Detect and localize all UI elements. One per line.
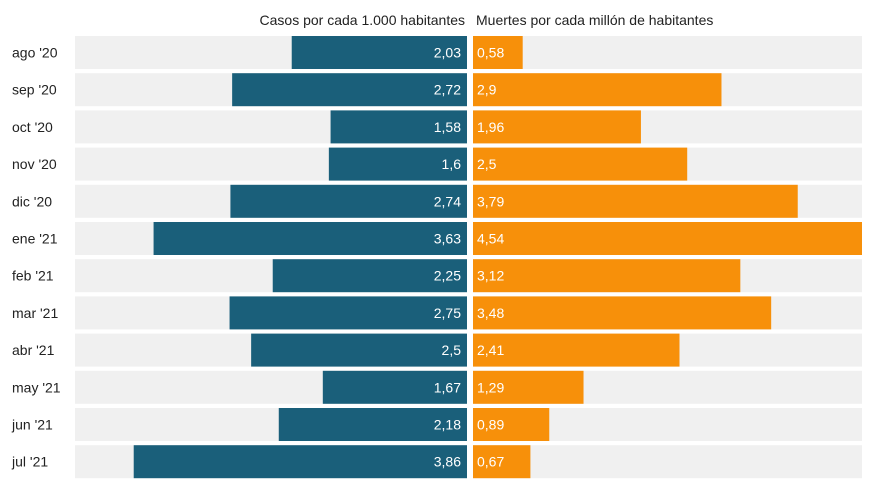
bar-casos <box>153 222 467 255</box>
bar-muertes <box>473 184 798 218</box>
bar-casos <box>232 73 467 107</box>
category-label: jun '21 <box>11 417 53 433</box>
data-label-muertes: 3,12 <box>477 268 504 284</box>
data-label-casos: 2,74 <box>434 193 461 209</box>
series-right-title: Muertes por cada millón de habitantes <box>476 12 714 28</box>
bar-muertes <box>473 147 688 181</box>
data-label-casos: 2,72 <box>434 82 461 98</box>
data-label-casos: 1,58 <box>434 119 461 135</box>
data-label-muertes: 0,58 <box>477 45 504 61</box>
bar-casos <box>328 147 467 181</box>
bar-muertes <box>473 73 722 107</box>
data-label-muertes: 3,48 <box>477 305 504 321</box>
bar-muertes <box>473 408 550 441</box>
data-label-muertes: 2,41 <box>477 342 504 358</box>
data-label-muertes: 1,96 <box>477 119 504 135</box>
category-label: ene '21 <box>12 231 58 247</box>
category-label: sep '20 <box>12 82 57 98</box>
data-label-casos: 2,18 <box>434 417 461 433</box>
bar-casos <box>330 110 467 144</box>
data-label-casos: 2,75 <box>434 305 461 321</box>
category-label: nov '20 <box>12 156 57 172</box>
bar-casos <box>251 333 467 367</box>
data-label-casos: 3,86 <box>434 454 461 470</box>
category-label: oct '20 <box>12 119 53 135</box>
track-right <box>473 36 862 69</box>
data-label-casos: 2,03 <box>434 45 461 61</box>
data-label-casos: 3,63 <box>434 231 461 247</box>
category-label: abr '21 <box>12 342 55 358</box>
bar-casos <box>278 408 467 441</box>
bar-muertes <box>473 370 584 404</box>
bar-casos <box>272 259 467 293</box>
data-label-casos: 1,6 <box>442 156 462 172</box>
data-label-casos: 1,67 <box>434 379 461 395</box>
bar-casos <box>322 370 467 404</box>
category-label: may '21 <box>12 379 61 395</box>
bar-muertes <box>473 36 523 69</box>
data-label-casos: 2,5 <box>442 342 462 358</box>
bar-casos <box>230 184 467 218</box>
data-label-muertes: 2,9 <box>477 82 497 98</box>
data-label-muertes: 1,29 <box>477 379 504 395</box>
category-label: mar '21 <box>12 305 58 321</box>
category-label: jul '21 <box>11 454 48 470</box>
data-label-muertes: 3,79 <box>477 193 504 209</box>
data-label-muertes: 0,89 <box>477 417 504 433</box>
data-label-muertes: 4,54 <box>477 231 504 247</box>
bar-muertes <box>473 445 531 479</box>
track-right <box>473 445 862 479</box>
bar-muertes <box>473 110 641 144</box>
bar-muertes <box>473 333 680 367</box>
bar-muertes <box>473 296 772 330</box>
bar-muertes <box>473 222 862 255</box>
category-label: feb '21 <box>12 268 54 284</box>
bar-muertes <box>473 259 741 293</box>
bar-casos <box>291 36 467 69</box>
category-label: ago '20 <box>12 45 58 61</box>
data-label-casos: 2,25 <box>434 268 461 284</box>
bar-casos <box>229 296 467 330</box>
data-label-muertes: 2,5 <box>477 156 497 172</box>
bar-casos <box>133 445 467 479</box>
series-left-title: Casos por cada 1.000 habitantes <box>259 12 465 28</box>
data-label-muertes: 0,67 <box>477 454 504 470</box>
category-label: dic '20 <box>12 193 52 209</box>
